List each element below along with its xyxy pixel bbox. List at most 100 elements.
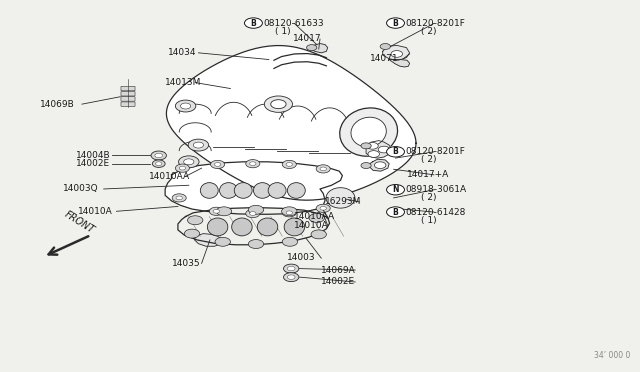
Ellipse shape — [232, 218, 252, 236]
Circle shape — [179, 156, 199, 168]
Polygon shape — [366, 141, 392, 158]
Circle shape — [248, 205, 264, 214]
Ellipse shape — [257, 218, 278, 236]
Circle shape — [175, 164, 189, 172]
Circle shape — [246, 209, 260, 218]
Circle shape — [361, 163, 371, 169]
Text: 08120-8201F: 08120-8201F — [405, 19, 465, 28]
Ellipse shape — [340, 108, 397, 156]
FancyBboxPatch shape — [121, 102, 135, 106]
Text: 14035: 14035 — [172, 259, 200, 268]
Circle shape — [250, 162, 256, 166]
Circle shape — [179, 166, 186, 170]
Text: B: B — [393, 19, 398, 28]
Polygon shape — [310, 44, 328, 53]
Text: 14002E: 14002E — [321, 278, 355, 286]
Circle shape — [316, 204, 330, 212]
Polygon shape — [389, 60, 410, 67]
Circle shape — [151, 151, 166, 160]
Circle shape — [172, 194, 186, 202]
Circle shape — [287, 275, 295, 279]
Circle shape — [387, 147, 404, 157]
Text: ( 1): ( 1) — [275, 27, 291, 36]
Polygon shape — [383, 45, 410, 60]
Circle shape — [368, 151, 380, 157]
Text: 14034: 14034 — [168, 48, 196, 57]
FancyBboxPatch shape — [121, 86, 135, 91]
Circle shape — [156, 162, 162, 166]
Text: 14003: 14003 — [287, 253, 316, 262]
Text: B: B — [393, 208, 398, 217]
Text: 14013M: 14013M — [165, 78, 202, 87]
Text: 08918-3061A: 08918-3061A — [405, 185, 467, 194]
Circle shape — [184, 159, 194, 165]
Circle shape — [284, 264, 299, 273]
Text: 14010A: 14010A — [78, 207, 113, 216]
Circle shape — [387, 18, 404, 28]
Text: 14069B: 14069B — [40, 100, 74, 109]
Polygon shape — [195, 234, 223, 246]
Text: 14069A: 14069A — [321, 266, 356, 275]
Text: ( 2): ( 2) — [421, 27, 436, 36]
Circle shape — [214, 163, 221, 166]
Text: ( 2): ( 2) — [421, 193, 436, 202]
Circle shape — [176, 196, 182, 200]
Text: ( 2): ( 2) — [421, 155, 436, 164]
Circle shape — [188, 139, 209, 151]
Circle shape — [309, 214, 324, 222]
Text: B: B — [393, 147, 398, 156]
Circle shape — [216, 207, 232, 216]
Circle shape — [152, 160, 165, 167]
Circle shape — [184, 229, 200, 238]
Circle shape — [282, 160, 296, 169]
Text: 16293M: 16293M — [325, 198, 362, 206]
Text: 14010A: 14010A — [294, 221, 329, 230]
Circle shape — [320, 167, 326, 171]
Circle shape — [180, 103, 191, 109]
Circle shape — [320, 206, 326, 210]
Ellipse shape — [200, 183, 218, 198]
Circle shape — [282, 209, 296, 217]
Circle shape — [380, 44, 390, 49]
Circle shape — [209, 207, 223, 215]
Ellipse shape — [287, 183, 305, 198]
Circle shape — [215, 237, 230, 246]
Polygon shape — [369, 159, 389, 171]
Circle shape — [374, 162, 386, 169]
Text: B: B — [251, 19, 256, 28]
Polygon shape — [165, 162, 342, 214]
Circle shape — [307, 45, 317, 51]
Ellipse shape — [253, 183, 271, 198]
Text: 14004B: 14004B — [76, 151, 110, 160]
Circle shape — [286, 211, 292, 215]
Circle shape — [287, 266, 295, 271]
Polygon shape — [166, 45, 416, 200]
Circle shape — [361, 143, 371, 149]
Circle shape — [316, 165, 330, 173]
FancyBboxPatch shape — [121, 92, 135, 96]
Circle shape — [367, 142, 378, 149]
Text: 08120-61633: 08120-61633 — [263, 19, 324, 28]
Circle shape — [387, 207, 404, 217]
Circle shape — [248, 240, 264, 248]
Polygon shape — [178, 208, 330, 245]
Circle shape — [250, 212, 256, 215]
Circle shape — [264, 96, 292, 112]
Circle shape — [188, 216, 203, 225]
Text: 14003Q: 14003Q — [63, 185, 99, 193]
Circle shape — [155, 153, 163, 158]
Ellipse shape — [220, 183, 237, 198]
Circle shape — [284, 273, 299, 282]
Text: 14010AA: 14010AA — [294, 212, 335, 221]
Text: 14017: 14017 — [293, 34, 322, 43]
Circle shape — [311, 230, 326, 239]
Text: FRONT: FRONT — [63, 209, 96, 235]
Circle shape — [282, 237, 298, 246]
Text: 14017+A: 14017+A — [407, 170, 449, 179]
Circle shape — [211, 160, 225, 169]
Ellipse shape — [326, 187, 355, 208]
Circle shape — [378, 146, 390, 153]
Ellipse shape — [234, 183, 252, 198]
Circle shape — [387, 185, 404, 195]
Circle shape — [213, 209, 220, 213]
